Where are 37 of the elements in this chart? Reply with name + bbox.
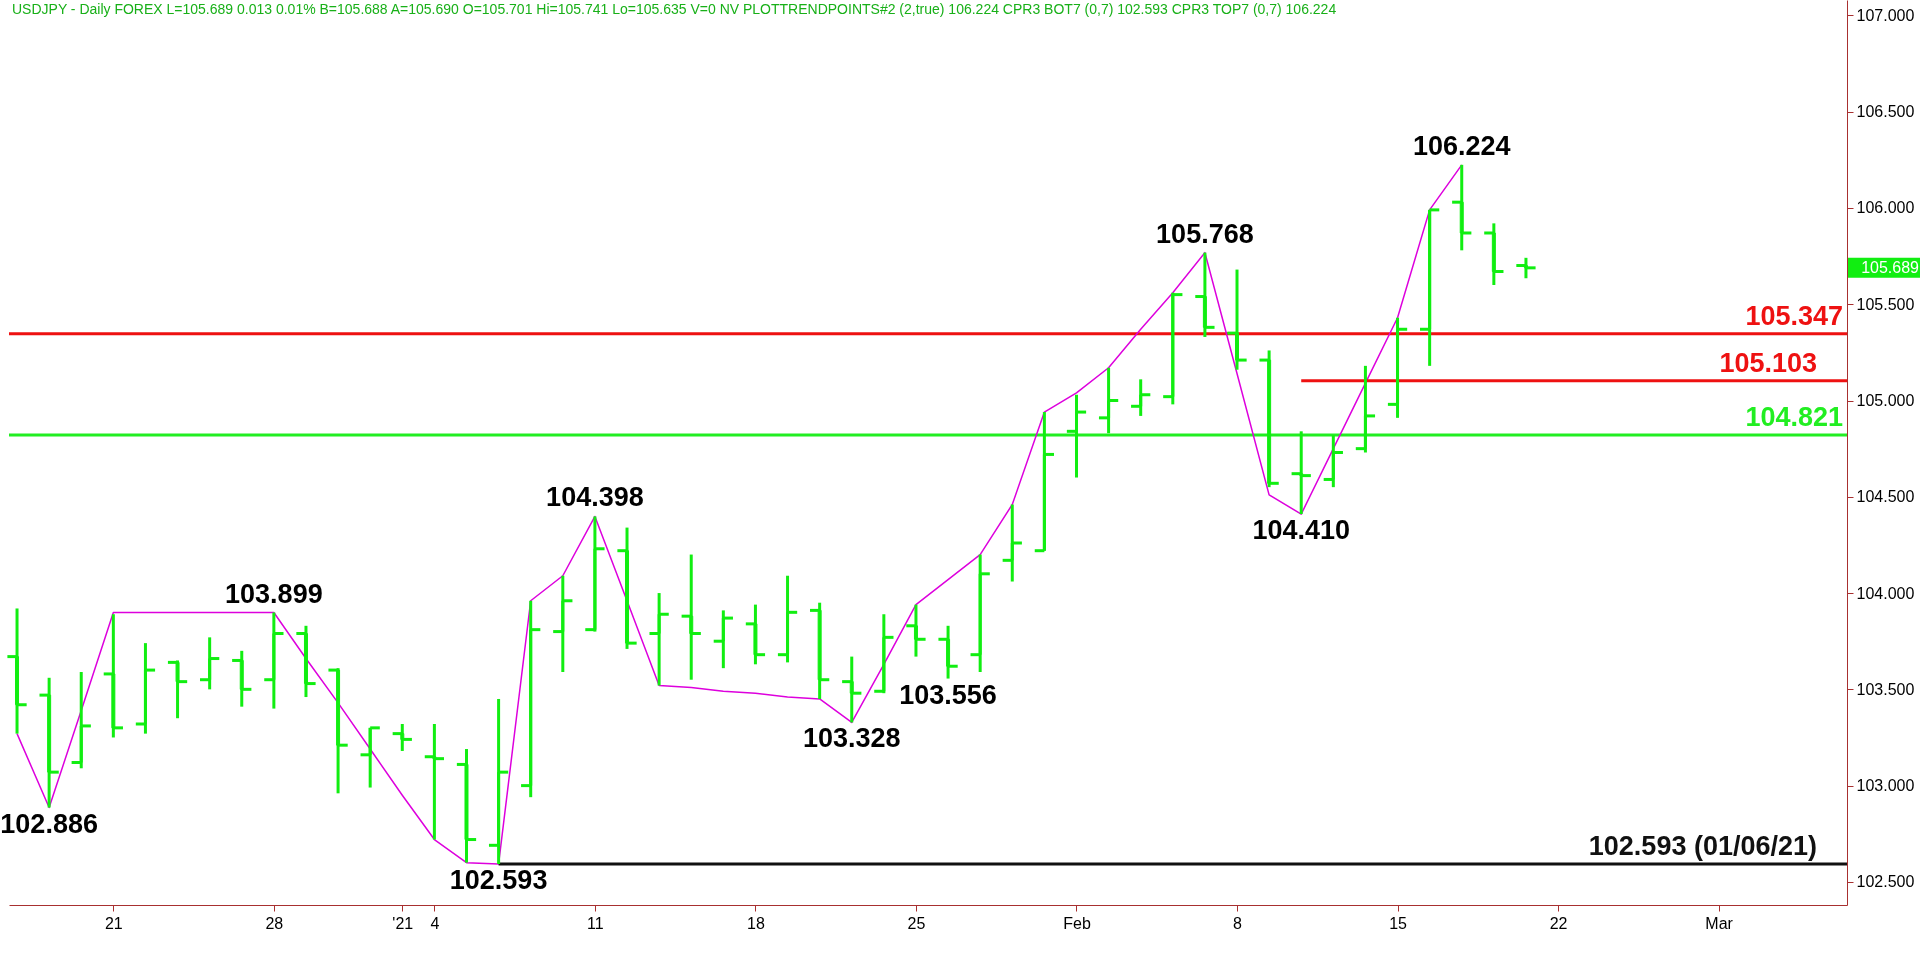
x-tick-label: 22 [1549,914,1568,932]
x-tick-label: 18 [747,914,765,932]
series-label: 102.593 (01/06/21) [1588,830,1817,861]
x-tick-label: 8 [1233,914,1243,932]
annotation: 103.328 [802,723,901,754]
y-tick-label: 105.000 [1856,392,1915,410]
x-tick-label: '21 [392,914,414,932]
annotation: 103.899 [225,578,323,609]
y-tick-label: 102.500 [1856,873,1915,891]
ref-line-label: 104.821 [1745,401,1843,432]
ref-line-label: 105.347 [1745,300,1843,331]
x-tick-label: 11 [587,914,604,932]
text: 105.689 [1861,258,1920,276]
chart-title: USDJPY - Daily FOREX L=105.689 0.013 0.01% B=105.688 A=105.690 O=105.701 Hi=105.741 Lo=105.635 V=0 NV PLOTTRENDPOINTS#2 (2,true) 106.224 CPR3 BOT7 (0,7) 102.593 CPR3 TOP7 (0,7) 106.224 [12,1,1337,17]
annotation: 104.410 [1252,515,1351,546]
x-tick-label: 4 [430,914,440,932]
annotation: 102.886 [0,808,98,839]
y-tick-label: 104.500 [1856,488,1915,506]
x-tick-label: 21 [104,914,123,932]
y-tick-label: 103.500 [1856,680,1915,698]
x-tick-label: Feb [1063,914,1091,932]
series-label: 105.103 [1719,347,1817,378]
annotation: 102.593 [449,864,548,895]
x-tick-label: 28 [265,914,284,932]
x-tick-label: 15 [1389,914,1408,932]
annotation: 105.768 [1156,218,1254,249]
y-tick-label: 106.000 [1856,199,1915,217]
x-tick-label: Mar [1705,914,1734,932]
annotation: 103.556 [899,679,997,710]
y-tick-label: 107.000 [1856,6,1915,24]
y-tick-label: 106.500 [1856,103,1915,121]
annotation: 106.224 [1412,130,1511,161]
annotation: 104.398 [546,482,644,513]
x-tick-label: 25 [907,914,926,932]
y-tick-label: 105.500 [1856,295,1915,313]
y-tick-label: 104.000 [1856,584,1915,602]
y-tick-label: 103.000 [1856,777,1915,795]
